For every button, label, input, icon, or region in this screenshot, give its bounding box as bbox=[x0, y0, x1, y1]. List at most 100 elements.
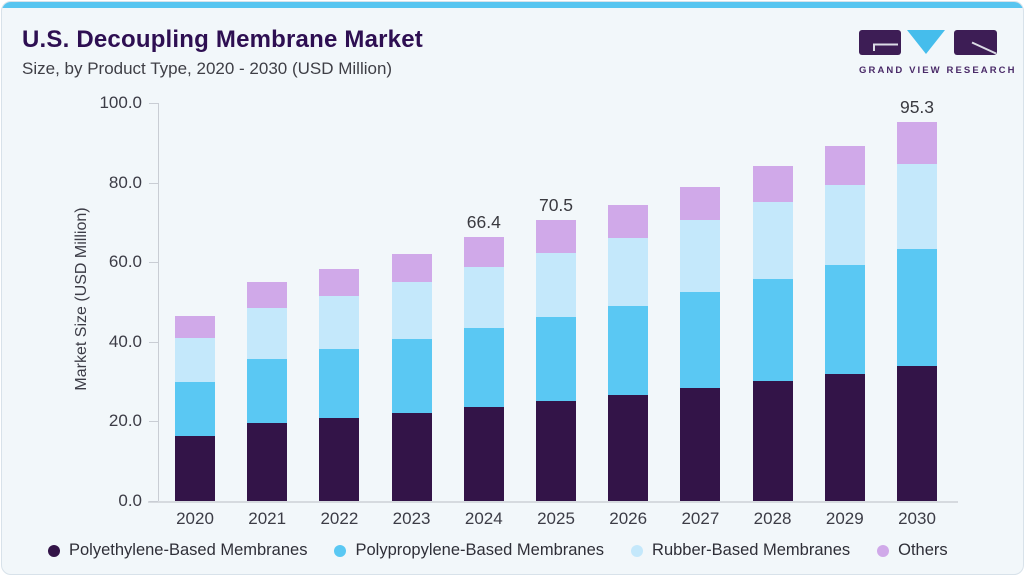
bar-segment-2025-others bbox=[536, 220, 576, 253]
x-axis-label: 2029 bbox=[825, 509, 864, 528]
bar-2024 bbox=[463, 236, 504, 501]
bar-segment-2024-polyethylene-based-membranes bbox=[463, 407, 504, 501]
y-tick-label: 100.0 bbox=[99, 93, 142, 112]
legend-item-polypropylene-based-membranes: Polypropylene-Based Membranes bbox=[334, 541, 604, 560]
bar-total-label: 70.5 bbox=[538, 195, 574, 216]
x-axis-label: 2021 bbox=[248, 509, 287, 528]
bar-segment-2021-rubber-based-membranes bbox=[247, 308, 288, 359]
legend-label: Others bbox=[898, 541, 948, 559]
x-axis-label: 2022 bbox=[320, 509, 359, 528]
brand-logo-marks bbox=[859, 30, 997, 55]
x-axis-label: 2030 bbox=[898, 509, 936, 528]
chart-header: U.S. Decoupling Membrane Market Size, by… bbox=[22, 26, 423, 79]
y-axis-tick bbox=[149, 182, 158, 184]
y-axis-tick bbox=[149, 341, 158, 343]
bar-segment-2022-polyethylene-based-membranes bbox=[319, 418, 360, 501]
bar-2027 bbox=[680, 186, 721, 501]
bar-segment-2020-polypropylene-based-membranes bbox=[175, 381, 215, 436]
bar-segment-2024-others bbox=[463, 236, 504, 268]
x-axis-label: 2026 bbox=[609, 509, 648, 528]
bar-segment-2025-rubber-based-membranes bbox=[536, 252, 576, 318]
logo-g-mark bbox=[873, 43, 898, 51]
bar-2020 bbox=[175, 316, 215, 501]
legend-dot-icon bbox=[48, 544, 60, 557]
bar-segment-2024-rubber-based-membranes bbox=[463, 267, 504, 329]
x-axis-label: 2024 bbox=[464, 509, 503, 528]
bar-segment-2027-rubber-based-membranes bbox=[680, 220, 721, 293]
bar-segment-2023-polypropylene-based-membranes bbox=[391, 339, 432, 413]
legend-item-polyethylene-based-membranes: Polyethylene-Based Membranes bbox=[48, 541, 307, 560]
y-tick-label: 60.0 bbox=[108, 252, 142, 272]
bar-2025 bbox=[536, 220, 576, 501]
x-axis-label: 2028 bbox=[753, 509, 792, 528]
bar-segment-2030-rubber-based-membranes bbox=[897, 164, 937, 250]
bar-segment-2024-polypropylene-based-membranes bbox=[463, 328, 504, 408]
bar-2023 bbox=[391, 253, 432, 501]
bar-2030 bbox=[897, 121, 937, 501]
legend-label: Rubber-Based Membranes bbox=[652, 541, 851, 559]
logo-v-triangle-icon bbox=[907, 30, 945, 54]
chart-legend: Polyethylene-Based Membranes Polypropylen… bbox=[48, 541, 948, 560]
legend-dot-icon bbox=[877, 544, 890, 557]
y-axis-tick bbox=[149, 262, 158, 264]
bar-segment-2023-rubber-based-membranes bbox=[391, 282, 432, 340]
bar-2026 bbox=[608, 204, 649, 501]
bar-segment-2026-rubber-based-membranes bbox=[608, 237, 649, 306]
legend-dot-icon bbox=[631, 544, 644, 557]
bar-segment-2023-polyethylene-based-membranes bbox=[391, 413, 432, 501]
x-axis-line bbox=[148, 501, 958, 503]
bar-segment-2020-polyethylene-based-membranes bbox=[175, 435, 215, 501]
legend-item-rubber-based-membranes: Rubber-Based Membranes bbox=[631, 541, 850, 560]
logo-r-mark bbox=[971, 41, 997, 55]
bar-segment-2026-polyethylene-based-membranes bbox=[608, 394, 649, 501]
brand-wordmark: GRAND VIEW RESEARCH bbox=[859, 65, 1017, 76]
brand-logo: GRAND VIEW RESEARCH bbox=[859, 30, 1017, 76]
bar-2028 bbox=[752, 166, 793, 501]
bar-segment-2026-others bbox=[608, 204, 649, 238]
bar-2022 bbox=[319, 268, 360, 501]
bar-segment-2027-others bbox=[680, 186, 721, 221]
x-axis-label: 2025 bbox=[537, 509, 575, 528]
bar-total-label: 66.4 bbox=[466, 211, 501, 232]
bar-total-label: 95.3 bbox=[899, 96, 935, 117]
bar-segment-2023-others bbox=[391, 253, 432, 283]
bar-segment-2028-rubber-based-membranes bbox=[752, 202, 793, 279]
bar-segment-2030-polypropylene-based-membranes bbox=[897, 249, 937, 366]
bar-segment-2025-polypropylene-based-membranes bbox=[536, 317, 576, 402]
page-title: U.S. Decoupling Membrane Market bbox=[22, 26, 423, 53]
bar-2021 bbox=[247, 281, 288, 501]
bar-segment-2021-polypropylene-based-membranes bbox=[247, 358, 288, 424]
top-accent-bar bbox=[2, 2, 1023, 8]
page-subtitle: Size, by Product Type, 2020 - 2030 (USD … bbox=[22, 59, 393, 78]
x-axis-label: 2020 bbox=[176, 509, 214, 528]
bar-segment-2020-rubber-based-membranes bbox=[175, 338, 215, 382]
legend-label: Polypropylene-Based Membranes bbox=[355, 541, 605, 559]
y-tick-label: 40.0 bbox=[108, 331, 142, 351]
x-axis-label: 2023 bbox=[392, 509, 431, 528]
bar-segment-2020-others bbox=[175, 316, 215, 339]
y-tick-label: 20.0 bbox=[108, 411, 142, 431]
legend-label: Polyethylene-Based Membranes bbox=[69, 541, 308, 559]
y-axis-tick bbox=[149, 103, 158, 104]
bar-segment-2029-polyethylene-based-membranes bbox=[824, 373, 865, 501]
logo-g-block bbox=[859, 30, 901, 55]
bar-segment-2025-polyethylene-based-membranes bbox=[536, 401, 576, 501]
bar-segment-2030-others bbox=[897, 121, 937, 165]
bar-segment-2028-polypropylene-based-membranes bbox=[752, 278, 793, 381]
bar-segment-2028-polyethylene-based-membranes bbox=[752, 380, 793, 501]
bar-2029 bbox=[824, 145, 865, 501]
y-tick-label: 0.0 bbox=[118, 491, 142, 510]
legend-item-others: Others bbox=[877, 541, 948, 560]
bar-segment-2021-others bbox=[247, 281, 288, 309]
bar-segment-2027-polypropylene-based-membranes bbox=[680, 292, 721, 389]
bar-segment-2029-polypropylene-based-membranes bbox=[824, 264, 865, 374]
x-axis-label: 2027 bbox=[681, 509, 720, 528]
bar-segment-2021-polyethylene-based-membranes bbox=[247, 423, 288, 501]
bar-segment-2022-polypropylene-based-membranes bbox=[319, 349, 360, 419]
bar-segment-2027-polyethylene-based-membranes bbox=[680, 388, 721, 501]
bar-segment-2028-others bbox=[752, 166, 793, 203]
legend-dot-icon bbox=[334, 544, 347, 557]
y-axis-tick bbox=[149, 501, 158, 502]
